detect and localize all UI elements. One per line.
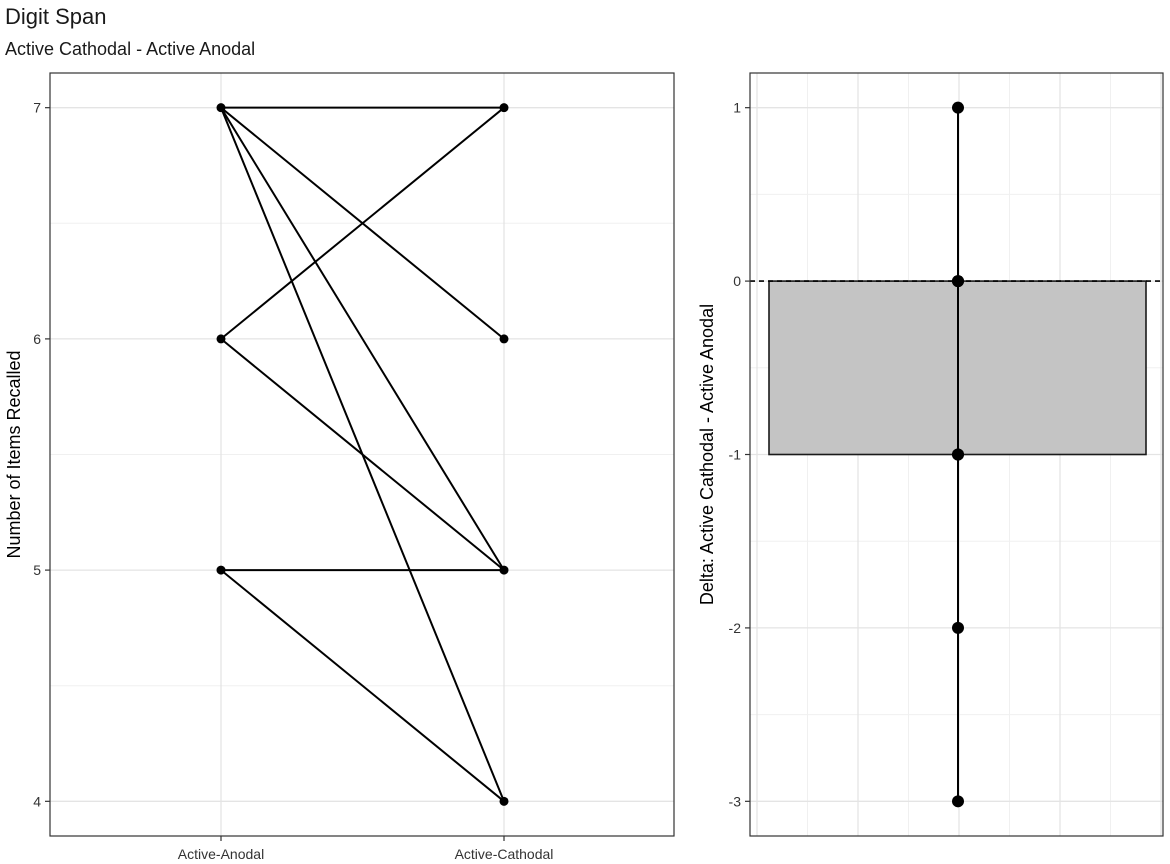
data-point (499, 334, 509, 344)
delta-point (952, 448, 964, 461)
chart-subtitle: Active Cathodal - Active Anodal (5, 39, 255, 59)
data-point (216, 103, 226, 113)
paired-line (220, 569, 505, 803)
paired-slope-panel: 4 5 6 7 Active-Anodal Active-Cathodal Number o… (4, 72, 675, 862)
data-point (499, 796, 509, 806)
left-y-tick-label: 4 (33, 793, 41, 809)
chart-title: Digit Span (5, 4, 107, 29)
right-y-tick-label: 0 (733, 273, 741, 289)
paired-line (220, 107, 505, 571)
left-y-tick-label: 6 (33, 331, 41, 347)
left-x-tick-label: Active-Cathodal (455, 846, 554, 862)
left-y-tick-label: 7 (33, 100, 41, 116)
data-point (499, 103, 509, 113)
delta-panel: -3 -2 -1 0 1 Delta: Active Cathodal - Active … (697, 72, 1164, 837)
right-y-tick-label: -1 (729, 447, 742, 463)
right-y-axis-title: Delta: Active Cathodal - Active Anodal (697, 304, 717, 605)
delta-point (952, 621, 964, 634)
delta-point (952, 795, 964, 808)
left-y-axis-title: Number of Items Recalled (4, 350, 24, 558)
right-y-tick-label: -2 (729, 620, 742, 636)
delta-point (952, 101, 964, 114)
data-point (216, 565, 226, 575)
left-panel-border (49, 72, 675, 837)
right-y-tick-label: 1 (733, 100, 741, 116)
left-y-tick-label: 5 (33, 562, 41, 578)
delta-point (952, 275, 964, 288)
left-x-tick-label: Active-Anodal (178, 846, 264, 862)
data-point (499, 565, 509, 575)
data-point (216, 334, 226, 344)
paired-line (220, 338, 505, 571)
right-y-tick-label: -3 (729, 793, 742, 809)
paired-line (220, 106, 505, 340)
